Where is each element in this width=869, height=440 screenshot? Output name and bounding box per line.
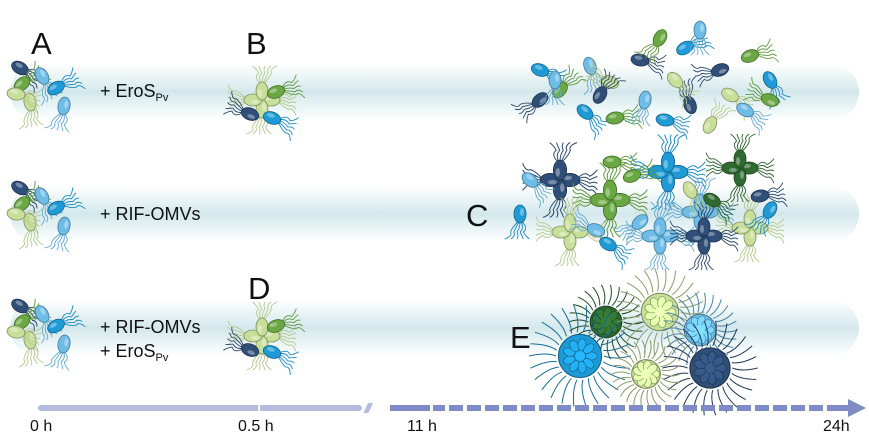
bacterium — [549, 142, 578, 181]
bacterium — [634, 29, 668, 65]
cell-cluster — [227, 65, 297, 135]
bacterium — [44, 96, 71, 133]
bacterial-aggregate — [568, 284, 644, 360]
bacterium — [730, 133, 756, 169]
treatment-rif-omvs: + RIF-OMVs — [100, 204, 201, 224]
bacterium — [610, 214, 649, 246]
bacterium — [605, 104, 643, 130]
cell-cluster — [522, 142, 598, 218]
bacterium — [622, 158, 662, 183]
bacterium — [223, 90, 260, 121]
bacterium — [47, 67, 86, 96]
treatment-erospv-subscript: Pv — [155, 92, 169, 104]
cell-cluster — [572, 162, 648, 238]
bacterium — [227, 84, 263, 110]
timeline-arrowhead — [848, 399, 866, 417]
bacterium — [740, 38, 780, 63]
timeline-tick-11h: 11 h — [407, 418, 437, 435]
timeline-tick-24h: 24h — [823, 418, 850, 435]
bacterium — [630, 53, 667, 80]
bacterium — [750, 182, 788, 208]
bacterium — [47, 305, 86, 334]
bacterium — [602, 152, 638, 178]
panel-label-d: D — [248, 271, 271, 306]
bacterium — [682, 181, 711, 220]
timeline-tick-mark — [258, 404, 260, 412]
panel-label-e: E — [510, 320, 531, 355]
bacterium — [569, 206, 606, 237]
bacterium — [6, 325, 43, 352]
treatment-combined-erospv: + EroSPv — [100, 340, 168, 369]
bacterium — [6, 207, 43, 234]
cell-cluster — [669, 201, 739, 271]
treatment-combined-text: + EroS — [100, 341, 156, 361]
bacterium — [684, 20, 710, 56]
treatment-erospv-text: + EroS — [100, 81, 156, 101]
timeline-dashed-segment — [390, 405, 849, 411]
bacterium — [266, 74, 306, 99]
bacterium — [655, 113, 692, 140]
panel-label-c: C — [466, 198, 489, 233]
cell-cluster — [535, 197, 605, 267]
bacterium — [666, 71, 700, 109]
bacterium — [510, 92, 549, 124]
bacterial-aggregate — [662, 320, 758, 416]
treatment-erospv: + EroSPv — [100, 80, 168, 109]
bacterium — [223, 326, 260, 357]
cell-cluster — [705, 133, 775, 203]
bacterium — [576, 104, 611, 141]
bacterium — [736, 102, 772, 136]
bacterium — [650, 201, 676, 237]
bacterium — [539, 70, 565, 106]
panel-label-b: B — [246, 26, 267, 61]
panel-label-a: A — [31, 26, 52, 61]
bacterium — [47, 187, 86, 216]
bacterial-aggregate — [611, 339, 681, 409]
bacterium — [521, 172, 556, 209]
bacterium — [262, 345, 299, 376]
bacterium — [690, 63, 730, 88]
bacterium — [44, 334, 71, 371]
bacterium — [657, 134, 686, 173]
timeline-break-mark-1 — [363, 403, 374, 413]
bacterium — [252, 65, 278, 101]
bacterium — [262, 111, 299, 142]
cell-cluster — [227, 301, 297, 371]
treatment-combined-subscript: Pv — [155, 352, 169, 364]
bacterium — [703, 192, 739, 226]
bacterium — [504, 204, 530, 240]
bacterium — [702, 98, 736, 134]
timeline-tick-0-5h: 0.5 h — [238, 418, 274, 435]
bacterium — [743, 76, 780, 107]
bacterium — [744, 201, 778, 237]
treatment-rif-omvs-line: + RIF-OMVs — [100, 317, 201, 337]
bacterium — [560, 197, 586, 233]
bacterium — [599, 236, 635, 270]
bacterium — [252, 301, 278, 337]
bacterium — [592, 68, 626, 104]
cell-cluster — [625, 201, 695, 271]
row-band-3 — [10, 300, 859, 356]
bacterium — [6, 87, 43, 114]
bacterium — [44, 216, 71, 253]
timeline-tick-0h: 0 h — [30, 418, 53, 435]
bacterium — [625, 90, 652, 127]
bacterial-aggregate — [528, 305, 632, 407]
timeline-solid-segment — [38, 405, 362, 411]
bacterium — [266, 308, 306, 333]
